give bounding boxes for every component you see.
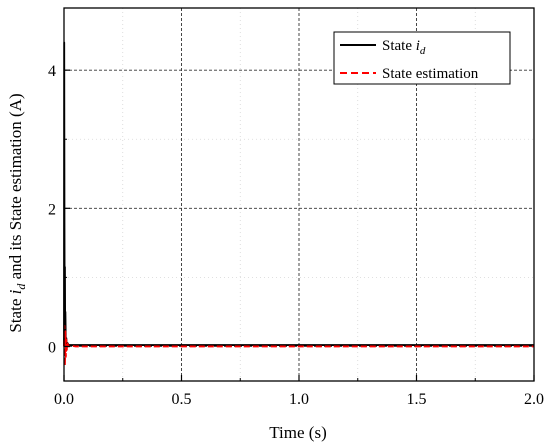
legend: State id State estimation: [333, 31, 511, 85]
y-tick-label: 0: [48, 339, 56, 356]
x-tick-label: 0.5: [172, 391, 192, 408]
x-tick-label: 1.0: [289, 391, 309, 408]
x-tick-label: 0.0: [54, 391, 74, 408]
x-tick-label: 1.5: [407, 391, 427, 408]
x-axis-title: Time (s): [269, 423, 326, 442]
plot-series: [63, 41, 534, 367]
axis-ticks: 0.0 0.5 1.0 1.5 2.0 0 2 4: [48, 63, 544, 408]
x-tick-label: 2.0: [524, 391, 544, 408]
legend-label-state-id: State id: [382, 38, 426, 57]
y-tick-label: 4: [48, 63, 56, 80]
series-line-state-estimation: [63, 324, 534, 367]
legend-label-state-estimation: State estimation: [382, 66, 479, 82]
y-tick-label: 2: [48, 201, 56, 218]
legend-box: [333, 31, 511, 85]
y-axis-title: State id and its State estimation (A): [6, 93, 28, 332]
